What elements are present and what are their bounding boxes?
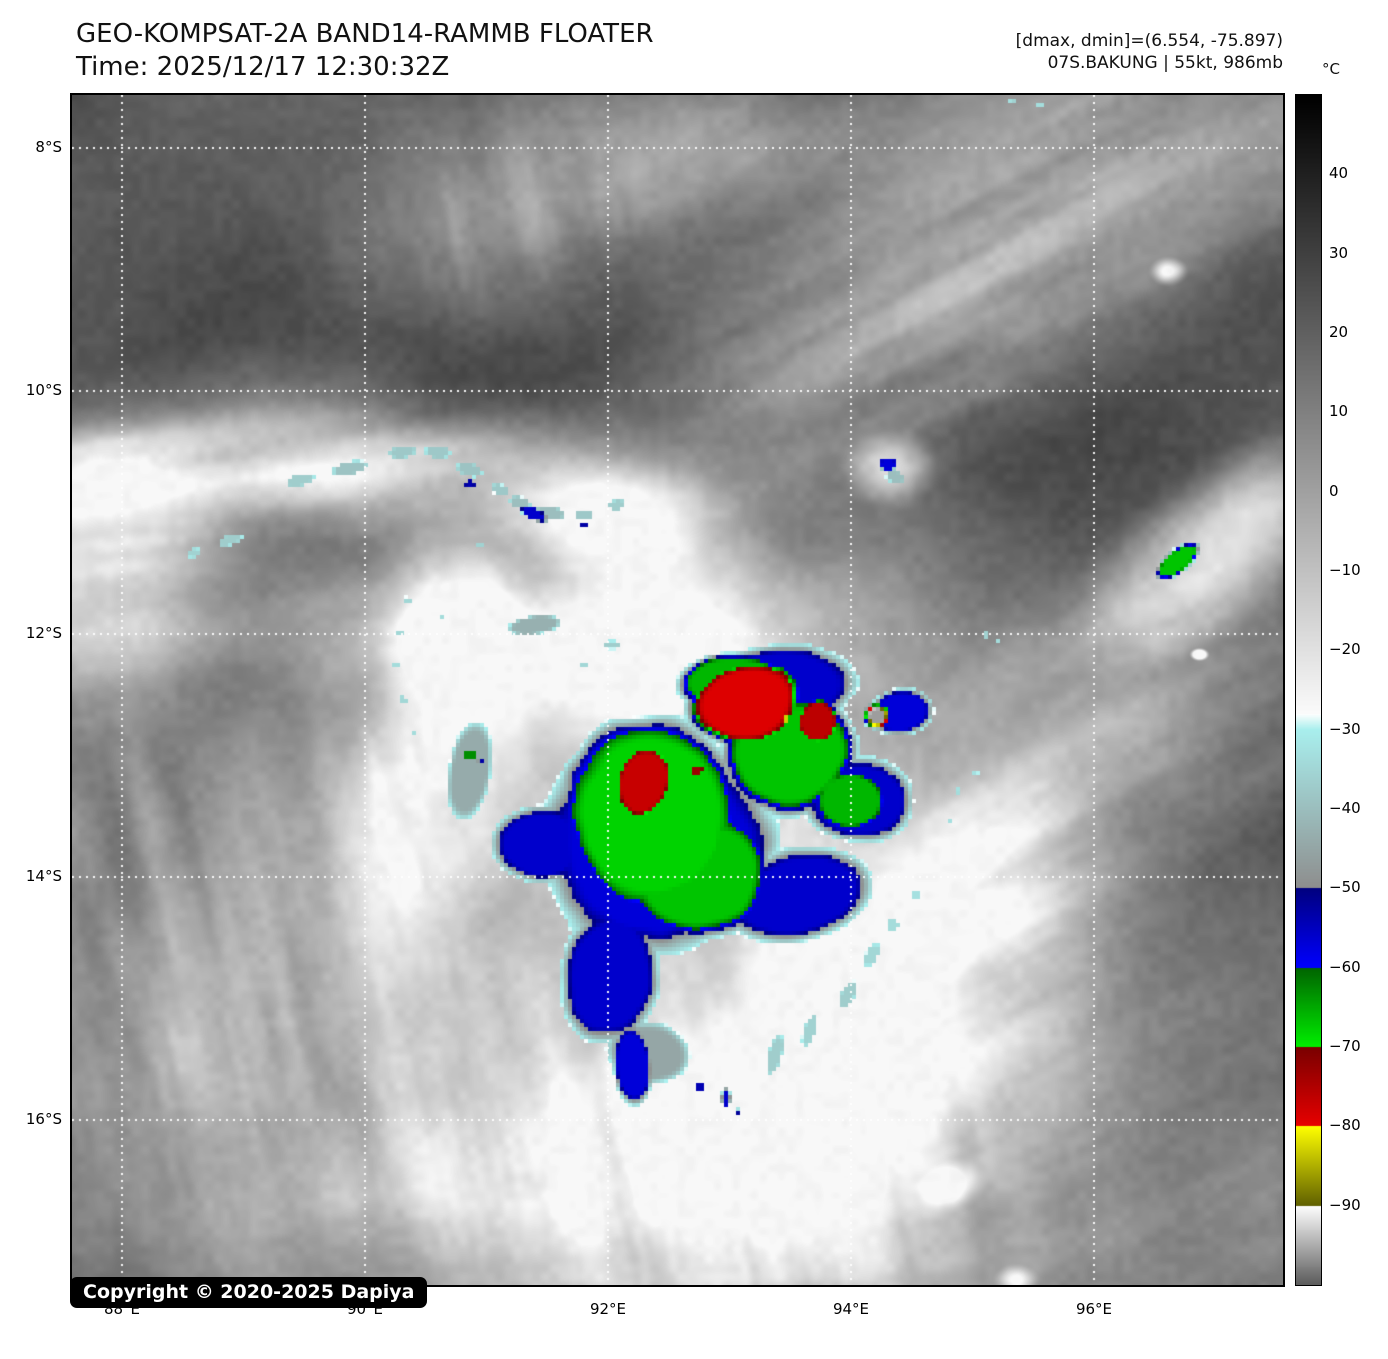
- colorbar-tick-label: 40: [1329, 164, 1349, 183]
- satellite-map-canvas: [72, 95, 1283, 1285]
- colorbar-tick-label: −90: [1329, 1195, 1361, 1214]
- data-range-label: [dmax, dmin]=(6.554, -75.897): [1015, 31, 1283, 51]
- colorbar-tick-label: −50: [1329, 878, 1361, 897]
- colorbar-tick-label: 0: [1329, 481, 1339, 500]
- colorbar-tick-label: −20: [1329, 640, 1361, 659]
- storm-info-label: 07S.BAKUNG | 55kt, 986mb: [1047, 53, 1283, 73]
- info-block: [dmax, dmin]=(6.554, -75.897) 07S.BAKUNG…: [1016, 30, 1283, 74]
- colorbar-tick-label: −70: [1329, 1037, 1361, 1055]
- colorbar-tick-label: −80: [1329, 1116, 1361, 1135]
- page-title: GEO-KOMPSAT-2A BAND14-RAMMB FLOATER: [76, 19, 654, 49]
- colorbar-tick-label: −10: [1329, 561, 1361, 579]
- lat-tick-label: 8°S: [35, 138, 62, 156]
- colorbar-frame: [1295, 94, 1322, 1286]
- copyright-badge: Copyright © 2020-2025 Dapiya: [70, 1277, 428, 1308]
- timestamp-label: Time: 2025/12/17 12:30:32Z: [76, 52, 450, 82]
- colorbar-tick-label: −60: [1329, 957, 1361, 976]
- lon-tick-label: 96°E: [1075, 1300, 1113, 1318]
- lat-tick-label: 12°S: [25, 624, 62, 642]
- lon-tick-label: 94°E: [832, 1300, 870, 1318]
- colorbar-tick-label: −40: [1329, 799, 1361, 817]
- title-block: GEO-KOMPSAT-2A BAND14-RAMMB FLOATER Time…: [76, 18, 654, 84]
- lat-tick-label: 10°S: [25, 381, 62, 399]
- colorbar-tick-label: 10: [1329, 402, 1349, 421]
- lon-tick-label: 92°E: [589, 1300, 627, 1318]
- colorbar-tick-label: 30: [1329, 243, 1349, 262]
- lat-tick-label: 14°S: [25, 867, 62, 885]
- colorbar-tick-label: −30: [1329, 719, 1361, 738]
- colorbar-tick-label: 20: [1329, 323, 1349, 341]
- colorbar-unit-label: °C: [1322, 60, 1340, 78]
- map-frame: [70, 93, 1285, 1287]
- lat-tick-label: 16°S: [25, 1110, 62, 1128]
- colorbar-canvas: [1296, 95, 1321, 1285]
